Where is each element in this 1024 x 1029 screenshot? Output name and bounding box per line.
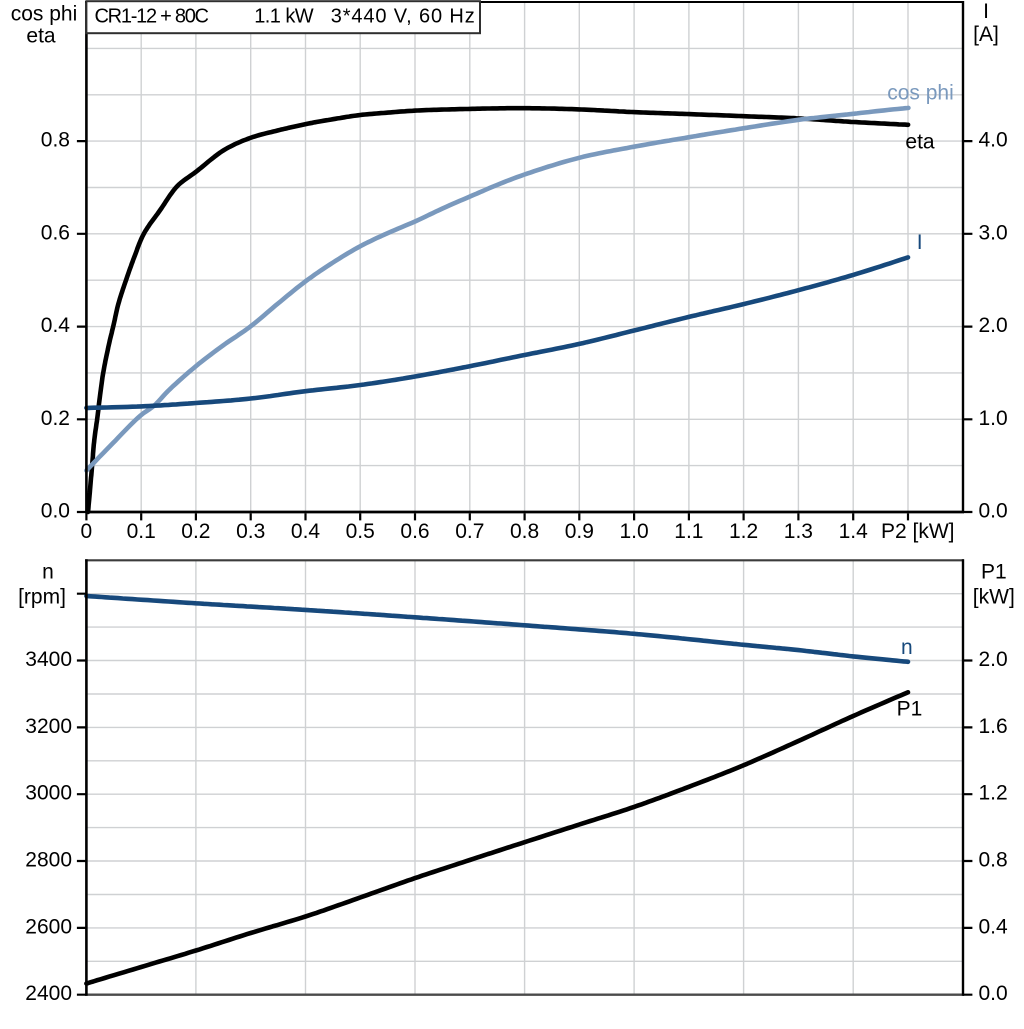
svg-text:0.1: 0.1 <box>127 520 156 543</box>
svg-text:0.0: 0.0 <box>979 500 1008 523</box>
svg-text:0.6: 0.6 <box>400 520 429 543</box>
svg-text:0.9: 0.9 <box>565 520 594 543</box>
svg-text:0.6: 0.6 <box>41 221 70 244</box>
svg-text:1.1: 1.1 <box>674 520 703 543</box>
svg-text:0.4: 0.4 <box>291 520 321 543</box>
svg-text:0.0: 0.0 <box>41 500 70 523</box>
svg-text:[kW]: [kW] <box>973 586 1015 609</box>
svg-text:0.5: 0.5 <box>346 520 375 543</box>
svg-text:0.4: 0.4 <box>979 915 1009 938</box>
svg-text:P1: P1 <box>981 561 1007 584</box>
svg-text:0.8: 0.8 <box>41 129 70 152</box>
svg-text:1.6: 1.6 <box>979 715 1008 738</box>
svg-text:1.3: 1.3 <box>784 520 813 543</box>
svg-text:0.8: 0.8 <box>510 520 539 543</box>
svg-text:cos phi: cos phi <box>11 3 78 26</box>
svg-text:0.2: 0.2 <box>41 407 70 430</box>
svg-text:2800: 2800 <box>25 849 72 872</box>
svg-text:n: n <box>901 636 913 659</box>
svg-text:P2 [kW]: P2 [kW] <box>881 520 955 543</box>
svg-text:cos phi: cos phi <box>887 82 954 105</box>
svg-text:0.4: 0.4 <box>41 314 71 337</box>
svg-text:eta: eta <box>26 25 56 48</box>
svg-text:[rpm]: [rpm] <box>18 586 66 609</box>
svg-text:3.0: 3.0 <box>979 221 1008 244</box>
svg-text:0.2: 0.2 <box>181 520 210 543</box>
svg-text:I: I <box>983 0 989 23</box>
svg-text:1.0: 1.0 <box>979 407 1008 430</box>
svg-text:2400: 2400 <box>25 982 72 1005</box>
svg-text:P1: P1 <box>897 698 923 721</box>
svg-text:3000: 3000 <box>25 782 72 805</box>
svg-text:0.3: 0.3 <box>236 520 265 543</box>
svg-text:1.0: 1.0 <box>619 520 648 543</box>
svg-text:2.0: 2.0 <box>979 314 1008 337</box>
svg-text:0.8: 0.8 <box>979 849 1008 872</box>
svg-text:1.4: 1.4 <box>839 520 869 543</box>
svg-text:3200: 3200 <box>25 715 72 738</box>
svg-text:1.2: 1.2 <box>729 520 758 543</box>
svg-text:n: n <box>42 561 54 584</box>
svg-text:[A]: [A] <box>973 23 999 46</box>
svg-text:I: I <box>917 231 923 254</box>
svg-text:eta: eta <box>905 131 935 154</box>
svg-text:0.7: 0.7 <box>455 520 484 543</box>
svg-text:4.0: 4.0 <box>979 129 1008 152</box>
svg-text:0: 0 <box>81 520 93 543</box>
svg-text:2.0: 2.0 <box>979 648 1008 671</box>
svg-text:3400: 3400 <box>25 648 72 671</box>
svg-text:2600: 2600 <box>25 915 72 938</box>
svg-text:1.2: 1.2 <box>979 782 1008 805</box>
svg-text:0.0: 0.0 <box>979 982 1008 1005</box>
